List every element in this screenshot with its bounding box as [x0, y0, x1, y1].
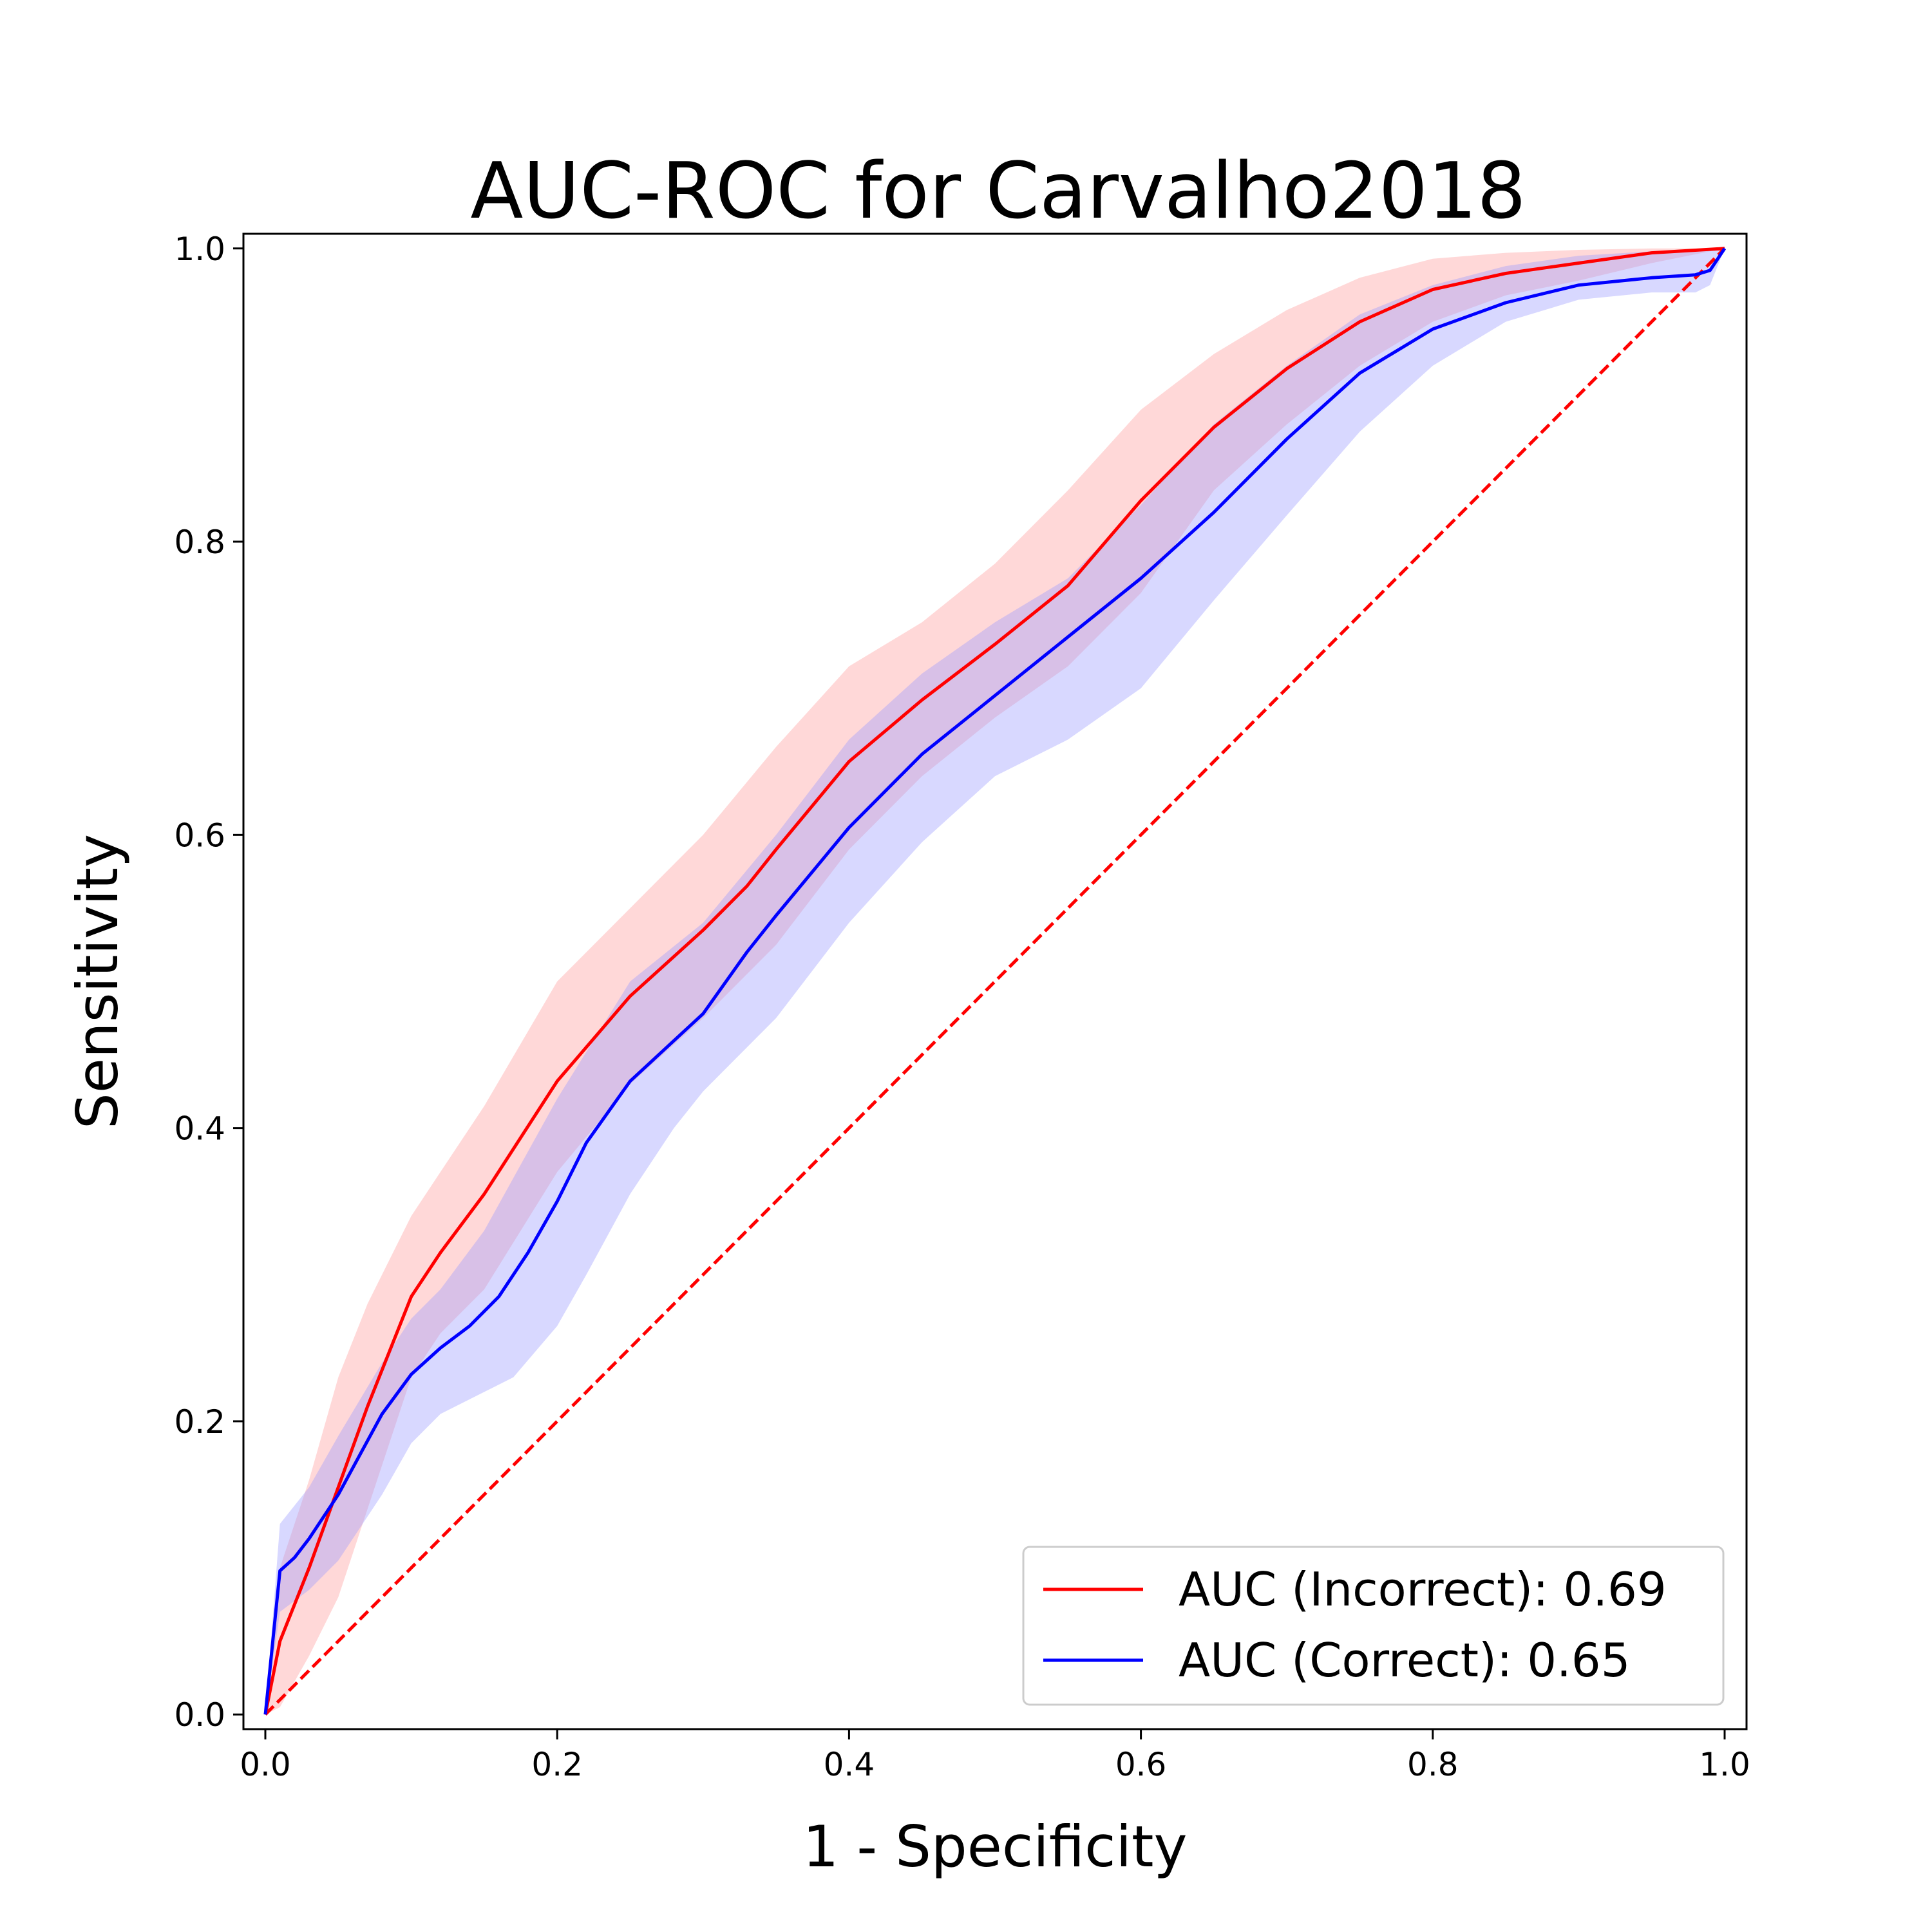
confidence-bands [265, 248, 1725, 1715]
x-tick-label: 0.0 [240, 1746, 291, 1783]
y-axis-ticks: 0.0 0.2 0.4 0.6 0.8 1.0 [174, 231, 243, 1734]
x-tick-label: 1.0 [1699, 1746, 1750, 1783]
y-tick-label: 0.0 [174, 1696, 225, 1734]
x-axis-ticks: 0.0 0.2 0.4 0.6 0.8 1.0 [240, 1729, 1750, 1783]
x-axis-label: 1 - Specificity [802, 1814, 1187, 1880]
y-tick-label: 0.2 [174, 1403, 225, 1441]
series-lines [263, 247, 1727, 1716]
band-incorrect [265, 248, 1725, 1715]
legend-label-correct: AUC (Correct): 0.65 [1179, 1633, 1631, 1687]
line-correct [263, 247, 1727, 1715]
y-tick-label: 1.0 [174, 231, 225, 268]
legend: AUC (Incorrect): 0.69 AUC (Correct): 0.6… [1022, 1546, 1725, 1706]
legend-box [1022, 1546, 1725, 1706]
x-tick-label: 0.4 [824, 1746, 875, 1783]
legend-label-incorrect: AUC (Incorrect): 0.69 [1179, 1562, 1667, 1616]
plot-frame [242, 232, 1748, 1730]
x-tick-label: 0.8 [1407, 1746, 1459, 1783]
y-axis-label: Sensitivity [64, 834, 131, 1129]
y-tick-label: 0.8 [174, 524, 225, 561]
y-tick-label: 0.6 [174, 817, 225, 854]
x-tick-label: 0.6 [1115, 1746, 1167, 1783]
line-incorrect [263, 247, 1725, 1715]
chance-line [264, 247, 1726, 1716]
y-tick-label: 0.4 [174, 1110, 225, 1148]
x-tick-label: 0.2 [531, 1746, 583, 1783]
chart-title: AUC-ROC for Carvalho2018 [470, 147, 1526, 236]
